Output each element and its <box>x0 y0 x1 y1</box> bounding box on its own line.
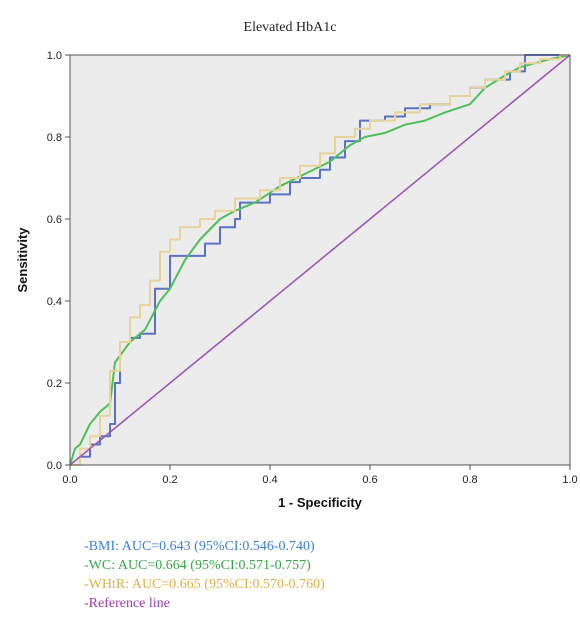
y-tick-label: 0.8 <box>47 132 62 144</box>
legend-entry-whtr: -WHtR: AUC=0.665 (95%CI:0.570-0.760) <box>84 577 325 592</box>
y-tick-label: 0.0 <box>47 460 62 472</box>
x-tick-label: 0.6 <box>362 474 377 486</box>
x-tick-label: 0.2 <box>162 474 177 486</box>
legend-entry-bmi: -BMI: AUC=0.643 (95%CI:0.546-0.740) <box>84 539 315 554</box>
series-layer <box>69 54 571 466</box>
axis-layer: 0.0 0.2 0.4 0.6 0.8 1.0 0.0 0.2 0.4 0.6 0.8 1.0 <box>47 50 578 486</box>
y-tick-label: 0.4 <box>47 296 62 308</box>
legend-entry-wc: -WC: AUC=0.664 (95%CI:0.571-0.757) <box>84 558 311 573</box>
whtr-line <box>70 54 570 466</box>
plot-frame <box>69 54 571 466</box>
chart-title: Elevated HbA1c <box>243 20 337 35</box>
y-axis-title: Sensitivity <box>15 227 30 293</box>
y-tick-label: 0.2 <box>47 378 62 390</box>
y-tick-label: 1.0 <box>47 50 62 62</box>
x-tick-label: 0.4 <box>262 474 277 486</box>
x-tick-label: 1.0 <box>562 474 577 486</box>
legend: -BMI: AUC=0.643 (95%CI:0.546-0.740) -WC:… <box>84 537 325 613</box>
x-tick-label: 0.8 <box>462 474 477 486</box>
reference-line <box>69 54 571 466</box>
legend-entry-reference: -Reference line <box>84 596 170 611</box>
roc-chart: 0.0 0.2 0.4 0.6 0.8 1.0 0.0 0.2 0.4 0.6 0.8 1.0 1 -… <box>15 50 578 510</box>
y-tick-label: 0.6 <box>47 214 62 226</box>
x-tick-label: 0.0 <box>62 474 77 486</box>
x-axis-title: 1 - Specificity <box>278 495 363 510</box>
